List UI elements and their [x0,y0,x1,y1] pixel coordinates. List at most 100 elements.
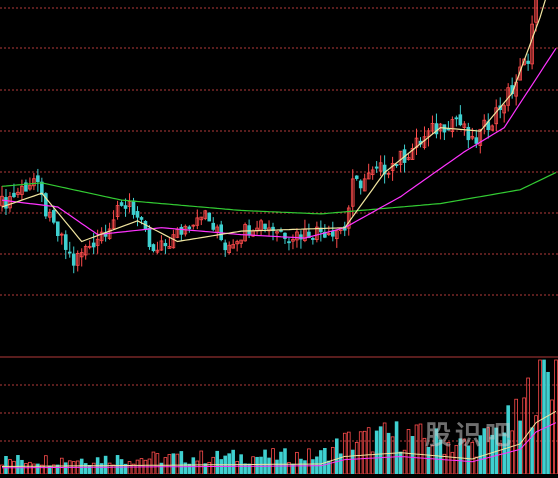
volume-bar [271,448,275,475]
candle-down [323,231,327,238]
candle-up [28,184,32,190]
volume-bar [518,420,522,475]
candle-down [354,175,359,179]
volume-bar [163,457,168,475]
candle-up [8,196,12,209]
volume-bar [283,448,287,475]
volume-bar [36,463,40,475]
volume-bar [307,448,311,475]
volume-bar [526,377,530,475]
candle-up [406,157,411,160]
candle-down [187,226,192,230]
ma-short-line [1,0,546,243]
candle-down [24,182,28,192]
volume-ma-mid-line [2,422,557,469]
candle-down [211,222,216,230]
candle-down [151,244,156,252]
volume-bar [450,451,455,475]
volume-bar [107,462,112,475]
candle-down [119,202,124,206]
candle-up [199,216,204,221]
candle-up [20,185,24,195]
volume-bar [498,442,503,475]
candle-down [526,60,530,64]
candle-down [207,212,212,222]
volume-bar [434,428,439,475]
volume-bar [442,453,447,475]
candle-up [32,178,36,187]
candle-up [231,244,235,249]
volume-bar [91,462,96,475]
volume-bar [295,451,299,475]
candle-down [434,123,439,135]
volume-bar [506,405,510,475]
volume-bar [550,399,554,475]
candle-down [458,114,463,126]
volume-bar [44,455,48,475]
volume-bar [418,423,423,475]
volume-bar [426,446,431,475]
candle-down [279,229,283,232]
volume-bar [482,428,487,475]
candle-up [75,252,80,266]
candle-up [470,135,475,139]
candle-up [99,231,104,242]
volume-bar [155,453,160,475]
volume-bar [199,450,204,475]
volume-bar [247,463,251,475]
volume-bar [362,430,367,475]
volume-bar [522,397,526,475]
volume-bar [171,453,176,475]
volume-bar [414,424,419,475]
volume-bar [255,456,259,475]
volume-bar [446,441,451,475]
volume-bar [279,451,283,475]
candle-up [167,246,172,249]
candle-up [370,169,375,176]
candle-up [83,246,88,256]
candle-up [155,249,160,253]
volume-bar [175,453,180,475]
candle-up [490,125,495,131]
candle-up [494,107,499,125]
candle-down [123,205,128,209]
candle-up [115,205,120,217]
candles [0,0,538,274]
candle-down [382,164,387,175]
candle-up [111,219,116,229]
candle-up [203,210,208,219]
grid-lines [0,7,558,442]
candle-up [0,195,4,207]
volume-bar [115,455,120,475]
volume-bar [4,456,8,475]
volume-bar [79,458,84,475]
candle-down [91,242,96,248]
candle-up [16,191,20,195]
candle-up [362,178,367,192]
volume-bar [195,460,200,475]
volume-bar [466,445,471,475]
candle-down [283,232,287,239]
volume-bar [24,463,28,475]
volume-bar [474,456,479,475]
volume-bar [370,451,375,475]
candle-up [478,128,483,146]
volume-bar [99,463,104,475]
volume-bar [378,426,383,475]
candle-up [195,217,200,226]
volume-bar [231,449,235,475]
volume-bar [303,460,307,475]
volume-bar [458,438,463,475]
candle-up [462,123,467,128]
volume-bar [366,427,371,475]
volume-bar [311,459,315,475]
candle-down [454,117,459,120]
volume-bar [394,421,399,475]
candle-down [163,242,168,247]
candle-down [374,166,379,169]
volume-bar [227,453,231,475]
volume-bar [334,438,339,475]
candle-down [474,137,479,144]
